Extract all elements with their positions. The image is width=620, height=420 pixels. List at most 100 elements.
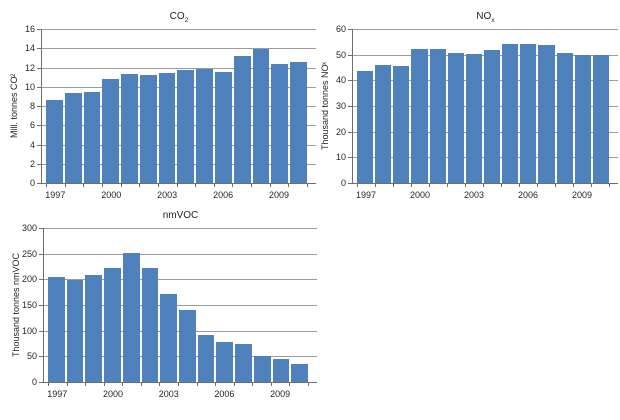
bar-2002 — [447, 53, 464, 183]
bar-2009 — [271, 63, 289, 183]
x-axis-tick — [411, 183, 412, 187]
y-tick-label: 0 — [340, 178, 346, 188]
bar-2010 — [290, 61, 307, 183]
y-axis-tick — [37, 183, 42, 184]
y-tick-label: 10 — [335, 152, 346, 163]
y-tick-label: 40 — [335, 75, 346, 86]
y-axis-tick — [348, 80, 353, 82]
x-axis-tick — [213, 183, 215, 187]
y-axis-tick — [37, 106, 42, 107]
x-axis-tick — [289, 382, 291, 386]
nmvoc-y-axis-title-text: Thousand tonnes nmVOC — [11, 252, 21, 358]
bar-series — [357, 29, 609, 183]
co2-y-axis-title-text: Mill. tonnes CO — [9, 76, 19, 139]
gridline-250 — [44, 253, 317, 255]
gridline-300 — [44, 228, 317, 229]
x-axis-tick — [46, 183, 47, 187]
bar-2007 — [538, 44, 555, 183]
nox-plot-area: NOx Thousand tonnes NO x 0 10 20 30 40 50 60 199… — [320, 11, 618, 200]
y-tick-label: 2 — [29, 158, 35, 169]
bar-series — [46, 29, 307, 183]
x-tick-label: 2009 — [571, 190, 593, 200]
gridline-14 — [42, 48, 316, 50]
x-axis-tick — [140, 382, 142, 386]
x-axis-tick — [501, 183, 502, 187]
bar-2001 — [122, 252, 140, 382]
bar-2006 — [216, 341, 234, 382]
y-tick-label: 300 — [21, 223, 37, 233]
bar-1998 — [375, 65, 392, 183]
nmvoc-chart-title: nmVOC — [44, 210, 317, 221]
y-tick-label: 60 — [335, 24, 346, 34]
x-axis-tick — [120, 183, 122, 187]
y-tick-label: 20 — [335, 126, 346, 137]
bar-2004 — [177, 70, 195, 183]
bar-series — [48, 228, 309, 382]
gridline-200 — [44, 279, 317, 281]
co2-y-axis-title: Mill. tonnes CO 2 — [9, 73, 19, 139]
x-axis-tick — [288, 183, 290, 187]
bar-2003 — [465, 53, 482, 183]
y-axis-tick — [39, 305, 44, 306]
bar-2007 — [233, 55, 251, 183]
y-tick-label: 0 — [31, 377, 37, 387]
bar-2001 — [121, 74, 138, 183]
x-tick-label: 2003 — [158, 389, 179, 399]
bar-2000 — [102, 79, 120, 183]
y-tick-label: 30 — [335, 101, 346, 111]
y-axis-tick — [39, 356, 44, 358]
x-axis-tick — [609, 183, 610, 187]
x-axis-tick — [85, 382, 87, 386]
y-tick-label: 12 — [24, 62, 35, 73]
x-axis-tick — [465, 183, 466, 187]
x-axis-tick — [375, 183, 376, 187]
x-tick-label: 2009 — [270, 389, 291, 399]
x-tick-label: 2003 — [157, 190, 178, 200]
x-axis-tick — [176, 183, 178, 187]
y-tick-label: 10 — [24, 81, 35, 92]
y-axis-tick — [37, 48, 42, 50]
y-tick-label: 4 — [29, 139, 35, 150]
y-axis-tick — [39, 382, 44, 383]
bar-1999 — [393, 66, 410, 183]
x-tick-label: 2000 — [409, 190, 431, 200]
x-tick-label: 2000 — [101, 190, 122, 200]
y-axis-tick — [348, 54, 353, 56]
bar-2009 — [574, 54, 591, 183]
x-axis-tick — [393, 183, 394, 187]
nmvoc-plot-area: nmVOC Thousand tonnes nmVOC 0 50 100 150 200… — [11, 210, 317, 399]
y-axis-tick — [348, 183, 353, 184]
x-axis-tick — [251, 183, 253, 187]
x-axis-tick — [66, 382, 68, 386]
x-axis-tick — [215, 382, 217, 386]
co2-chart-title: CO2 — [42, 11, 316, 24]
nox-title-text: NO — [476, 11, 492, 22]
y-tick-label: 16 — [24, 24, 35, 34]
x-axis-tick — [252, 382, 254, 386]
y-tick-label: 0 — [29, 178, 35, 188]
nox-y-axis-title: Thousand tonnes NO x — [320, 61, 330, 151]
x-axis-tick — [447, 183, 448, 187]
bar-2004 — [179, 310, 196, 382]
y-tick-label: 200 — [21, 274, 37, 285]
bar-2000 — [104, 268, 121, 382]
x-axis-tick — [537, 183, 538, 187]
bar-2008 — [253, 356, 271, 382]
x-axis-tick — [48, 382, 49, 386]
x-axis-tick — [307, 183, 308, 187]
nox-chart-title: NOx — [353, 11, 618, 24]
gridline-150 — [44, 305, 317, 306]
y-axis-tick — [39, 228, 44, 229]
y-axis-tick — [37, 163, 42, 165]
y-axis-tick — [39, 330, 44, 332]
x-axis-tick — [429, 183, 430, 187]
nox-title-subscript: x — [491, 17, 495, 24]
co2-chart: CO2 Mill. tonnes CO 2 0 2 4 6 8 10 12 14 16 1997 20… — [0, 0, 320, 210]
bar-1997 — [357, 71, 374, 183]
x-tick-label: 2006 — [517, 190, 539, 200]
x-axis-tick — [196, 382, 198, 386]
y-tick-label: 14 — [24, 43, 35, 54]
y-tick-label: 6 — [29, 120, 35, 131]
x-axis-tick — [233, 382, 235, 386]
y-axis-tick — [39, 279, 44, 281]
